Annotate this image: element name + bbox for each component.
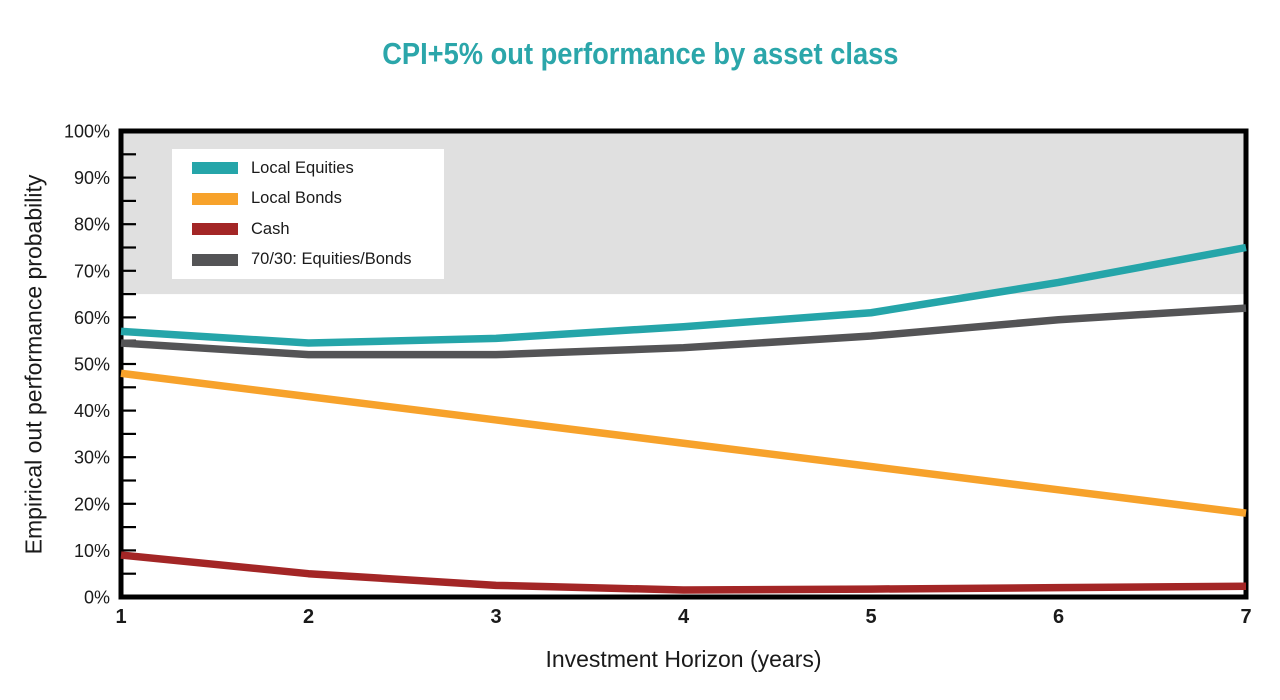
- y-tick-label: 90%: [74, 168, 110, 188]
- legend-item-70-30: 70/30: Equities/Bonds: [192, 250, 444, 269]
- local-equities-swatch: [192, 162, 238, 175]
- plot-border: [118, 128, 1249, 600]
- x-tick-label: 5: [865, 606, 876, 628]
- legend-item-local-equities: Local Equities: [192, 159, 444, 178]
- series-line-local-bonds: [120, 369, 1247, 517]
- chart-title-text: CPI+5% out performance by asset class: [381, 36, 899, 71]
- y-tick-label: 20%: [74, 494, 110, 514]
- series-line-70-30-equities-bonds: [120, 304, 1247, 359]
- local-bonds-swatch: [192, 192, 238, 205]
- x-tick-label: 2: [303, 606, 314, 628]
- y-tick-label: 10%: [74, 541, 110, 561]
- y-tick-label: 60%: [74, 308, 110, 328]
- legend-label: Local Bonds: [251, 189, 342, 208]
- x-axis-title: Investment Horizon (years): [545, 646, 822, 672]
- x-tick-label: 7: [1240, 606, 1251, 628]
- y-tick-label: 80%: [74, 215, 110, 235]
- x-tick-label: 6: [1053, 606, 1064, 628]
- y-tick-label: 100%: [64, 122, 110, 142]
- series-line-local-equities: [120, 243, 1247, 347]
- y-tick-label: 40%: [74, 401, 110, 421]
- y-tick-label: 30%: [74, 448, 110, 468]
- 70-30-swatch: [192, 253, 238, 266]
- legend-label: Local Equities: [251, 158, 354, 177]
- legend-label: Cash: [251, 219, 290, 238]
- series-line-cash: [120, 551, 1247, 594]
- y-tick-label: 70%: [74, 261, 110, 281]
- legend: Local Equities Local Bonds Cash 70/30: E…: [172, 149, 444, 279]
- x-tick-label: 1: [115, 606, 126, 628]
- y-tick-label: 50%: [74, 355, 110, 375]
- x-tick-label: 4: [678, 606, 690, 628]
- legend-item-cash: Cash: [192, 220, 444, 239]
- cash-swatch: [192, 223, 238, 236]
- legend-item-local-bonds: Local Bonds: [192, 189, 444, 208]
- legend-label: 70/30: Equities/Bonds: [251, 250, 412, 269]
- y-tick-label: 0%: [84, 588, 110, 608]
- chart-title: CPI+5% out performance by asset class: [0, 36, 1280, 72]
- x-tick-label: 3: [490, 606, 501, 628]
